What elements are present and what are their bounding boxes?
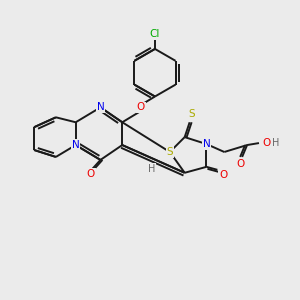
Text: N: N xyxy=(202,139,210,149)
Text: Cl: Cl xyxy=(150,29,160,39)
Text: O: O xyxy=(86,169,95,179)
Text: N: N xyxy=(97,102,104,112)
Text: S: S xyxy=(188,109,195,119)
Text: O: O xyxy=(236,159,244,169)
Text: H: H xyxy=(272,138,280,148)
Text: N: N xyxy=(72,140,80,150)
Text: O: O xyxy=(136,102,145,112)
Text: H: H xyxy=(148,164,155,174)
Text: O: O xyxy=(219,170,227,180)
Text: O: O xyxy=(263,138,271,148)
Text: S: S xyxy=(167,147,173,157)
